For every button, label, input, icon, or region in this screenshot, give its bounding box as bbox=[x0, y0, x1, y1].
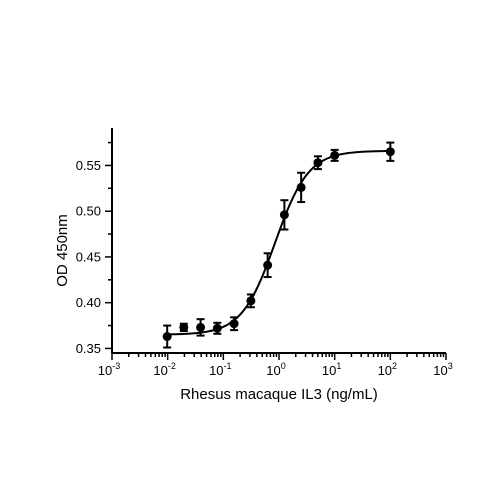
point-marker bbox=[330, 150, 340, 160]
point-marker bbox=[296, 182, 306, 192]
data-point bbox=[263, 252, 273, 279]
data-point bbox=[179, 322, 189, 333]
x-tick-label: 100 bbox=[266, 361, 285, 378]
x-tick-label: 10-1 bbox=[209, 361, 231, 378]
x-tick-label: 10-3 bbox=[98, 361, 120, 378]
data-point bbox=[246, 293, 256, 309]
point-marker bbox=[313, 158, 323, 168]
y-axis-ticks: 0.35 0.40 0.45 0.50 0.55 bbox=[76, 141, 112, 356]
data-point bbox=[196, 318, 206, 337]
point-marker bbox=[279, 210, 289, 220]
point-marker bbox=[162, 332, 172, 342]
x-tick-label: 10-2 bbox=[153, 361, 175, 378]
y-axis-title: OD 450nm bbox=[54, 214, 71, 287]
x-tick-label: 103 bbox=[433, 361, 452, 378]
data-point bbox=[212, 321, 222, 335]
point-marker bbox=[385, 147, 395, 157]
y-tick-label: 0.40 bbox=[76, 295, 101, 310]
data-point bbox=[162, 324, 172, 349]
data-point bbox=[296, 171, 306, 204]
fit-curve bbox=[167, 149, 391, 336]
point-marker bbox=[196, 322, 206, 332]
data-point bbox=[229, 316, 239, 332]
x-tick-label: 102 bbox=[378, 361, 397, 378]
y-tick-label: 0.55 bbox=[76, 158, 101, 173]
data-points bbox=[162, 141, 395, 349]
point-marker bbox=[263, 260, 273, 270]
data-point bbox=[330, 148, 340, 162]
y-tick-label: 0.35 bbox=[76, 341, 101, 356]
x-tick-label: 101 bbox=[322, 361, 341, 378]
x-axis-ticks: 10-3 10-2 10-1 100 101 102 103 bbox=[98, 353, 453, 378]
data-point bbox=[313, 155, 323, 171]
y-tick-label: 0.45 bbox=[76, 249, 101, 264]
data-point bbox=[385, 141, 395, 162]
data-point bbox=[279, 199, 289, 231]
x-axis-title: Rhesus macaque IL3 (ng/mL) bbox=[180, 386, 378, 403]
point-marker bbox=[212, 323, 222, 333]
y-tick-label: 0.50 bbox=[76, 204, 101, 219]
point-marker bbox=[229, 319, 239, 329]
point-marker bbox=[246, 296, 256, 306]
point-marker bbox=[179, 322, 189, 332]
